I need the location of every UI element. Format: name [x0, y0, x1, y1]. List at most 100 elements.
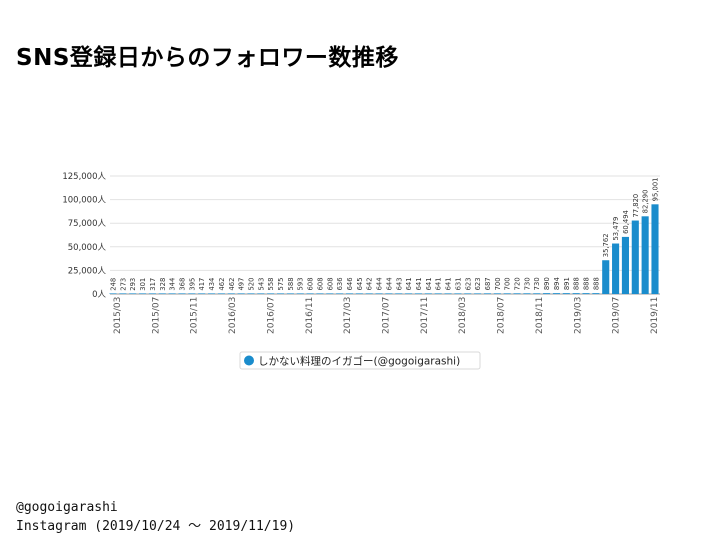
bar: [503, 293, 511, 294]
bar-data-label: 53,479: [612, 217, 620, 241]
bar: [168, 293, 176, 294]
bar: [582, 293, 590, 294]
bar-data-label: 730: [523, 277, 531, 290]
follower-chart: 0人 25,000人 50,000人 75,000人 100,000人 125,000人 2…: [40, 160, 680, 380]
y-tick-label: 100,000人: [62, 196, 106, 206]
bar-data-label: 248: [110, 278, 118, 291]
bar: [631, 220, 639, 294]
bar-data-label: 82,290: [642, 190, 650, 214]
bar-data-label: 462: [218, 278, 226, 291]
bar: [483, 293, 492, 294]
bar-data-label: 588: [287, 277, 295, 290]
bar: [592, 293, 600, 294]
bar: [355, 293, 363, 294]
bar: [424, 293, 432, 294]
bar: [296, 293, 304, 294]
bar-data-label: 344: [169, 278, 177, 291]
bar: [375, 293, 383, 294]
bar: [434, 293, 442, 294]
x-tick-label: 2017/11: [420, 297, 430, 334]
bar-data-label: 608: [316, 277, 324, 290]
y-tick-label: 0人: [92, 290, 106, 300]
bar: [513, 293, 521, 294]
bar-data-label: 95,001: [652, 178, 660, 202]
bar: [158, 293, 166, 294]
bar-data-label: 641: [425, 277, 433, 290]
bar: [395, 293, 403, 294]
y-tick-label: 25,000人: [68, 266, 107, 276]
bar-data-label: 644: [376, 277, 384, 290]
bar: [345, 293, 354, 294]
bar-data-label: 317: [149, 278, 157, 291]
bar: [217, 293, 225, 294]
bar-data-label: 608: [307, 277, 315, 290]
x-tick-label: 2015/03: [113, 297, 123, 334]
bar-data-label: 641: [405, 277, 413, 290]
x-tick-label: 2016/07: [266, 297, 276, 334]
x-tick-label: 2019/07: [612, 297, 622, 334]
bar-data-label: 891: [563, 277, 571, 290]
bar-data-label: 543: [257, 278, 265, 291]
bar-data-label: 623: [464, 277, 472, 290]
bar-data-label: 894: [553, 277, 561, 290]
chart-svg: 0人 25,000人 50,000人 75,000人 100,000人 125,000人 2…: [62, 172, 660, 370]
legend-marker: [244, 355, 254, 366]
bar-data-label: 888: [592, 277, 600, 290]
bar: [493, 293, 501, 294]
bar-data-label: 497: [238, 278, 246, 291]
bar-data-label: 462: [228, 278, 236, 291]
y-tick-label: 50,000人: [68, 243, 107, 253]
bar-data-label: 608: [326, 277, 334, 290]
slide-title: SNS登録日からのフォロワー数推移: [16, 45, 399, 71]
bar: [227, 293, 235, 294]
bar: [572, 293, 580, 294]
legend-label: しかない料理のイガゴー(@gogoigarashi): [258, 355, 460, 368]
bar: [178, 293, 186, 294]
bar: [365, 293, 373, 294]
bar-data-label: 558: [267, 277, 275, 290]
bar: [237, 293, 245, 294]
bar: [621, 236, 629, 294]
bar-data-label: 888: [583, 277, 591, 290]
bar-data-label: 888: [573, 277, 581, 290]
bar: [119, 293, 127, 294]
bar: [523, 293, 531, 294]
bar: [533, 293, 541, 294]
bar-data-label: 623: [474, 277, 482, 290]
bar: [414, 293, 423, 294]
bar: [602, 260, 610, 294]
y-tick-label: 125,000人: [62, 172, 106, 182]
bar: [474, 293, 482, 294]
bar: [552, 293, 561, 294]
bar-data-label: 434: [208, 278, 216, 291]
bar-data-label: 575: [277, 277, 285, 290]
bar-data-label: 643: [395, 277, 403, 290]
x-tick-label: 2017/03: [343, 297, 353, 334]
bar-data-label: 890: [543, 277, 551, 290]
x-tick-label: 2019/03: [573, 297, 583, 334]
bar-data-label: 645: [356, 277, 364, 290]
bar: [198, 293, 206, 294]
bar-data-label: 60,494: [622, 210, 630, 234]
bar-data-label: 636: [336, 277, 344, 290]
bar: [326, 293, 334, 294]
x-tick-label: 2018/03: [458, 297, 468, 334]
bar-data-label: 593: [297, 277, 305, 290]
bar: [276, 293, 285, 294]
bar: [306, 293, 314, 294]
x-tick-label: 2015/07: [151, 297, 161, 334]
bar: [651, 204, 659, 294]
bar-data-label: 644: [385, 277, 393, 290]
x-tick-label: 2018/07: [497, 297, 507, 334]
bar: [405, 293, 413, 294]
bar: [139, 293, 147, 294]
bar-data-label: 293: [129, 278, 137, 291]
bar-data-label: 77,820: [632, 194, 640, 218]
bar-data-label: 700: [494, 277, 502, 290]
bar: [267, 293, 275, 294]
x-tick-label: 2016/03: [228, 297, 238, 334]
bar-data-label: 631: [454, 277, 462, 290]
bar: [109, 293, 117, 294]
bar-data-label: 395: [188, 278, 196, 291]
bar: [444, 293, 452, 294]
